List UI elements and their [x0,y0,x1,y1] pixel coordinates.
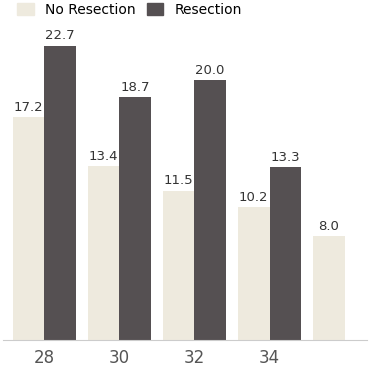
Bar [13,117,44,340]
Text: 13.3: 13.3 [270,151,300,164]
Text: 22.7: 22.7 [45,29,75,42]
Text: 11.5: 11.5 [164,174,194,187]
Bar [238,208,269,340]
Bar [313,236,345,340]
Text: 13.4: 13.4 [89,150,118,163]
Text: 17.2: 17.2 [14,101,43,114]
Legend: No Resection, Resection: No Resection, Resection [17,3,242,17]
Bar [269,167,301,340]
Bar [44,46,76,340]
Bar [194,81,226,340]
Bar [163,191,194,340]
Bar [119,97,151,340]
Text: 18.7: 18.7 [120,81,150,94]
Text: 20.0: 20.0 [195,64,225,77]
Text: 8.0: 8.0 [319,220,339,233]
Bar [88,166,119,340]
Text: 10.2: 10.2 [239,191,269,204]
